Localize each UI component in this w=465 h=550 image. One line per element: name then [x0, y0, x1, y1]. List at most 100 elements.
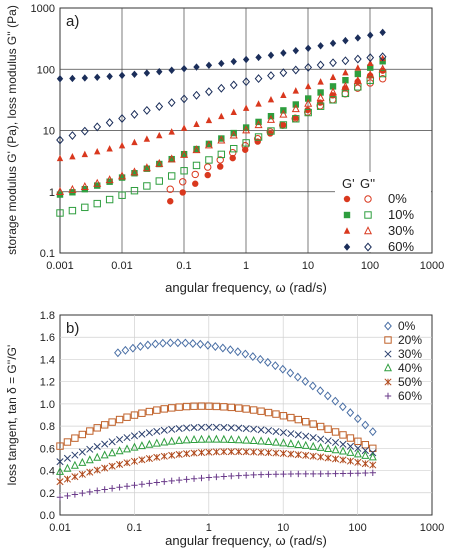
panel-a-point [193, 63, 200, 71]
panel-a-point [143, 165, 151, 172]
panel-b-point [220, 473, 228, 480]
panel-b-point [361, 420, 370, 430]
panel-a-point [255, 53, 262, 62]
panel-b-point [205, 448, 213, 456]
panel-a-x-tick-label: 1 [243, 260, 249, 272]
panel-b-point [280, 470, 287, 478]
panel-b-point [211, 342, 220, 351]
panel-a-y-tick-label: 1000 [31, 3, 55, 15]
panel-b-point [160, 405, 168, 413]
panel-b-y-tick-label: 1.2 [40, 377, 55, 389]
panel-b-point [190, 402, 198, 410]
panel-b-point [130, 411, 139, 419]
panel-a-point [118, 174, 126, 181]
panel-b-point [101, 464, 109, 472]
panel-a-point [94, 182, 101, 189]
panel-b-point [71, 491, 79, 498]
panel-b-y-tick-label: 0.0 [40, 510, 55, 522]
panel-b-point [361, 446, 369, 455]
panel-a-point [106, 178, 113, 185]
panel-b-point [108, 418, 116, 426]
panel-b-point [116, 484, 123, 491]
panel-b-point [136, 341, 145, 351]
panel-a-point [180, 124, 188, 131]
panel-a-point [378, 52, 387, 62]
panel-b-point [331, 445, 340, 454]
panel-b-point [368, 452, 377, 461]
panel-b-point [227, 434, 236, 443]
panel-a-point [217, 135, 226, 144]
panel-b-point [205, 423, 213, 431]
panel-b-point [56, 478, 64, 486]
legend-marker [384, 321, 392, 331]
legend-marker-loss [364, 242, 372, 252]
panel-a-point [105, 195, 114, 204]
panel-b-point [101, 440, 109, 448]
panel-b-point [324, 470, 332, 477]
panel-a-point [180, 167, 188, 175]
panel-b-point [248, 352, 257, 362]
legend-marker [384, 336, 392, 344]
panel-b-point [316, 422, 325, 431]
panel-b-point [369, 469, 376, 476]
legend-label: 50% [398, 375, 422, 389]
panel-b-point [263, 357, 272, 367]
legend-label: 10% [388, 207, 414, 222]
panel-a-point [143, 135, 151, 142]
panel-a-point [167, 154, 176, 163]
panel-b-series-0pct [114, 338, 377, 437]
legend-label: 0% [388, 191, 407, 206]
panel-b-point [287, 430, 295, 438]
panel-a-point [254, 135, 262, 143]
panel-b-point [86, 488, 93, 496]
panel-a-point [179, 178, 187, 186]
panel-b-grid [60, 315, 432, 515]
panel-b-point [241, 349, 250, 359]
panel-a-point [118, 191, 126, 199]
panel-b-point [197, 449, 206, 457]
panel-b-point [167, 436, 176, 445]
panel-a-point [156, 68, 163, 76]
panel-b-point [166, 338, 175, 348]
panel-b-point [242, 448, 250, 456]
panel-b-point [182, 435, 191, 444]
panel-a-marks [55, 28, 387, 217]
panel-a-y-tick-label: 100 [37, 64, 55, 76]
panel-a-point [316, 93, 325, 102]
panel-b-point [220, 423, 228, 431]
panel-a-point [229, 154, 236, 162]
panel-a-point [94, 148, 101, 155]
panel-b-point [79, 489, 86, 497]
panel-b-point [242, 435, 251, 444]
panel-b-point [108, 462, 116, 470]
panel-b-point [190, 475, 198, 482]
panel-a-point [254, 120, 263, 129]
panel-b-point [153, 479, 161, 486]
legend-marker [384, 392, 392, 400]
panel-b-point [197, 434, 206, 443]
panel-a-point [142, 163, 151, 172]
panel-b-point [347, 470, 354, 477]
panel-a-point [354, 34, 362, 42]
panel-a-point [106, 72, 113, 81]
panel-b-x-tick-label: 0.1 [127, 522, 142, 534]
panel-a-point [131, 138, 138, 146]
panel-b-point [161, 478, 168, 485]
panel-b-point [71, 434, 79, 442]
panel-a-point [81, 74, 89, 82]
panel-a-point [329, 39, 337, 47]
panel-a-point [217, 83, 226, 93]
panel-a-point [304, 44, 312, 52]
panel-a-point [205, 116, 213, 124]
panel-a-point [329, 58, 337, 68]
panel-a-point [230, 129, 237, 137]
panel-b-point [153, 406, 161, 414]
panel-b-point [160, 426, 168, 434]
panel-a-point [316, 102, 325, 110]
panel-b-point [190, 449, 198, 457]
panel-b-point [346, 457, 354, 465]
panel-b-point [204, 434, 213, 443]
legend-marker-storage [343, 243, 351, 251]
panel-b-point [309, 452, 317, 460]
panel-b-point [293, 372, 302, 382]
